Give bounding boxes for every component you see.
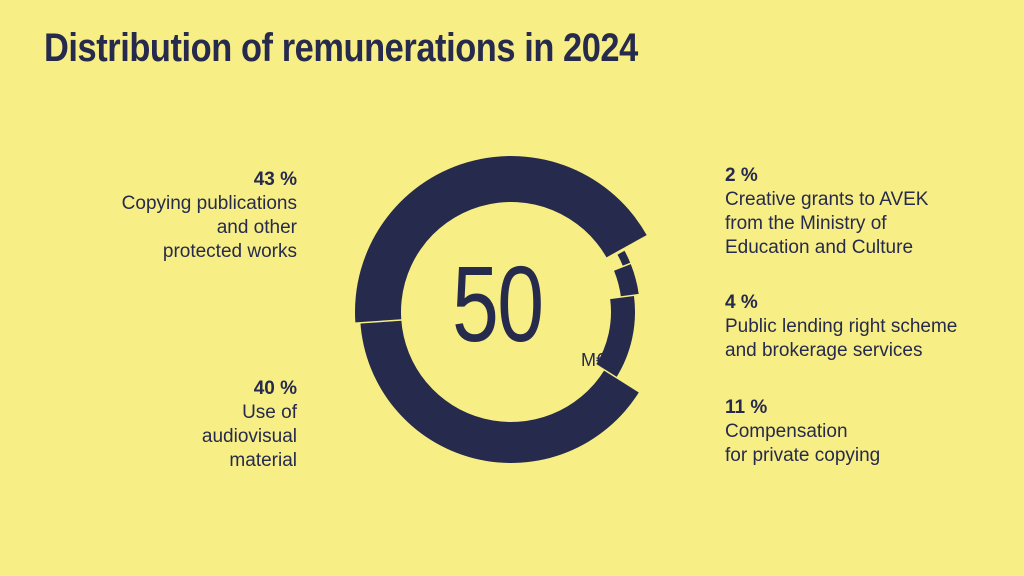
slice-percent: 40 %: [253, 378, 297, 399]
label-copying-publications: 43 % Copying publications and other prot…: [122, 168, 297, 264]
total-value: 50: [452, 243, 544, 364]
slice-label: Use of audiovisual material: [201, 402, 297, 471]
slice-divider: [604, 234, 650, 261]
slice-divider: [618, 293, 642, 300]
slice-percent: 43 %: [253, 169, 297, 190]
slice-label: Public lending right scheme and brokerag…: [725, 316, 958, 361]
label-public-lending: 4 % Public lending right scheme and brok…: [725, 291, 957, 363]
label-avek-grants: 2 % Creative grants to AVEK from the Min…: [725, 164, 928, 260]
slice-audiovisual: [360, 319, 639, 463]
slice-label: Creative grants to AVEK from the Ministr…: [725, 189, 929, 258]
slice-label: Compensation for private copying: [725, 421, 881, 466]
slice-public-lending: [614, 264, 639, 298]
label-private-copying: 11 % Compensation for private copying: [725, 396, 880, 468]
slice-avek-grants: [616, 249, 631, 268]
label-audiovisual: 40 % Use of audiovisual material: [202, 377, 297, 473]
chart-title: Distribution of remunerations in 2024: [44, 26, 638, 70]
slice-percent: 4 %: [725, 292, 758, 313]
total-unit: M€: [581, 350, 607, 370]
slice-label: Copying publications and other protected…: [121, 193, 297, 262]
slice-percent: 11 %: [725, 397, 768, 418]
slice-percent: 2 %: [725, 165, 758, 186]
slice-divider: [353, 317, 404, 324]
slice-divider: [593, 362, 642, 395]
slice-private-copying: [595, 296, 635, 379]
slice-copying-publications: [354, 155, 648, 323]
